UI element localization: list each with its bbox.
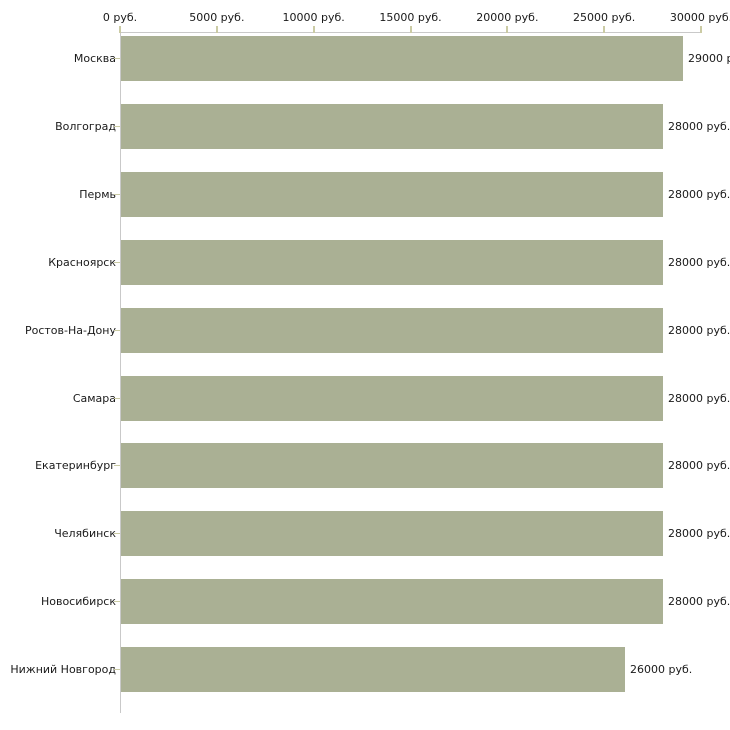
x-axis-tick-label: 30000 руб. [669,11,730,24]
bar-value-label: 28000 руб. [668,120,730,133]
bar-3 [121,172,663,217]
bar-9 [121,579,663,624]
category-label: Нижний Новгород [10,663,116,676]
x-axis-tick-label: 10000 руб. [282,11,345,24]
x-axis-tick-mark [506,26,508,33]
x-axis-tick-label: 15000 руб. [379,11,442,24]
category-label: Самара [72,392,116,405]
category-label: Челябинск [54,527,116,540]
bar-10 [121,647,625,692]
x-axis-tick-mark [700,26,702,33]
bar-value-label: 28000 руб. [668,459,730,472]
x-axis-tick-label: 5000 руб. [189,11,245,24]
category-tick-mark [114,398,120,399]
category-tick-mark [114,58,120,59]
category-tick-mark [114,126,120,127]
category-tick-mark [114,669,120,670]
bar-5 [121,308,663,353]
x-axis-tick-label: 0 руб. [102,11,138,24]
bar-value-label: 28000 руб. [668,527,730,540]
bar-4 [121,240,663,285]
x-axis-tick-label: 20000 руб. [476,11,539,24]
x-axis-tick-label: 25000 руб. [573,11,636,24]
x-axis-tick-mark [410,26,412,33]
bar-1 [121,36,683,81]
bar-value-label: 28000 руб. [668,392,730,405]
bar-value-label: 28000 руб. [668,256,730,269]
bar-8 [121,511,663,556]
x-axis-tick-mark [119,26,121,33]
category-label: Новосибирск [40,595,116,608]
category-label: Екатеринбург [35,459,116,472]
x-axis-tick-mark [603,26,605,33]
x-axis-tick-mark [313,26,315,33]
bar-value-label: 28000 руб. [668,595,730,608]
bar-7 [121,443,663,488]
category-tick-mark [114,601,120,602]
y-axis-line [120,32,121,713]
bar-value-label: 26000 руб. [630,663,693,676]
category-tick-mark [114,330,120,331]
x-axis-tick-mark [216,26,218,33]
bar-2 [121,104,663,149]
bar-6 [121,376,663,421]
category-tick-mark [114,262,120,263]
category-label: Волгоград [55,120,116,133]
category-label: Ростов-На-Дону [24,324,116,337]
bar-value-label: 28000 руб. [668,324,730,337]
category-tick-mark [114,194,120,195]
bar-value-label: 28000 руб. [668,188,730,201]
category-tick-mark [114,465,120,466]
category-label: Москва [73,52,116,65]
category-tick-mark [114,533,120,534]
bar-value-label: 29000 р [688,52,730,65]
category-label: Красноярск [48,256,116,269]
category-label: Пермь [79,188,116,201]
